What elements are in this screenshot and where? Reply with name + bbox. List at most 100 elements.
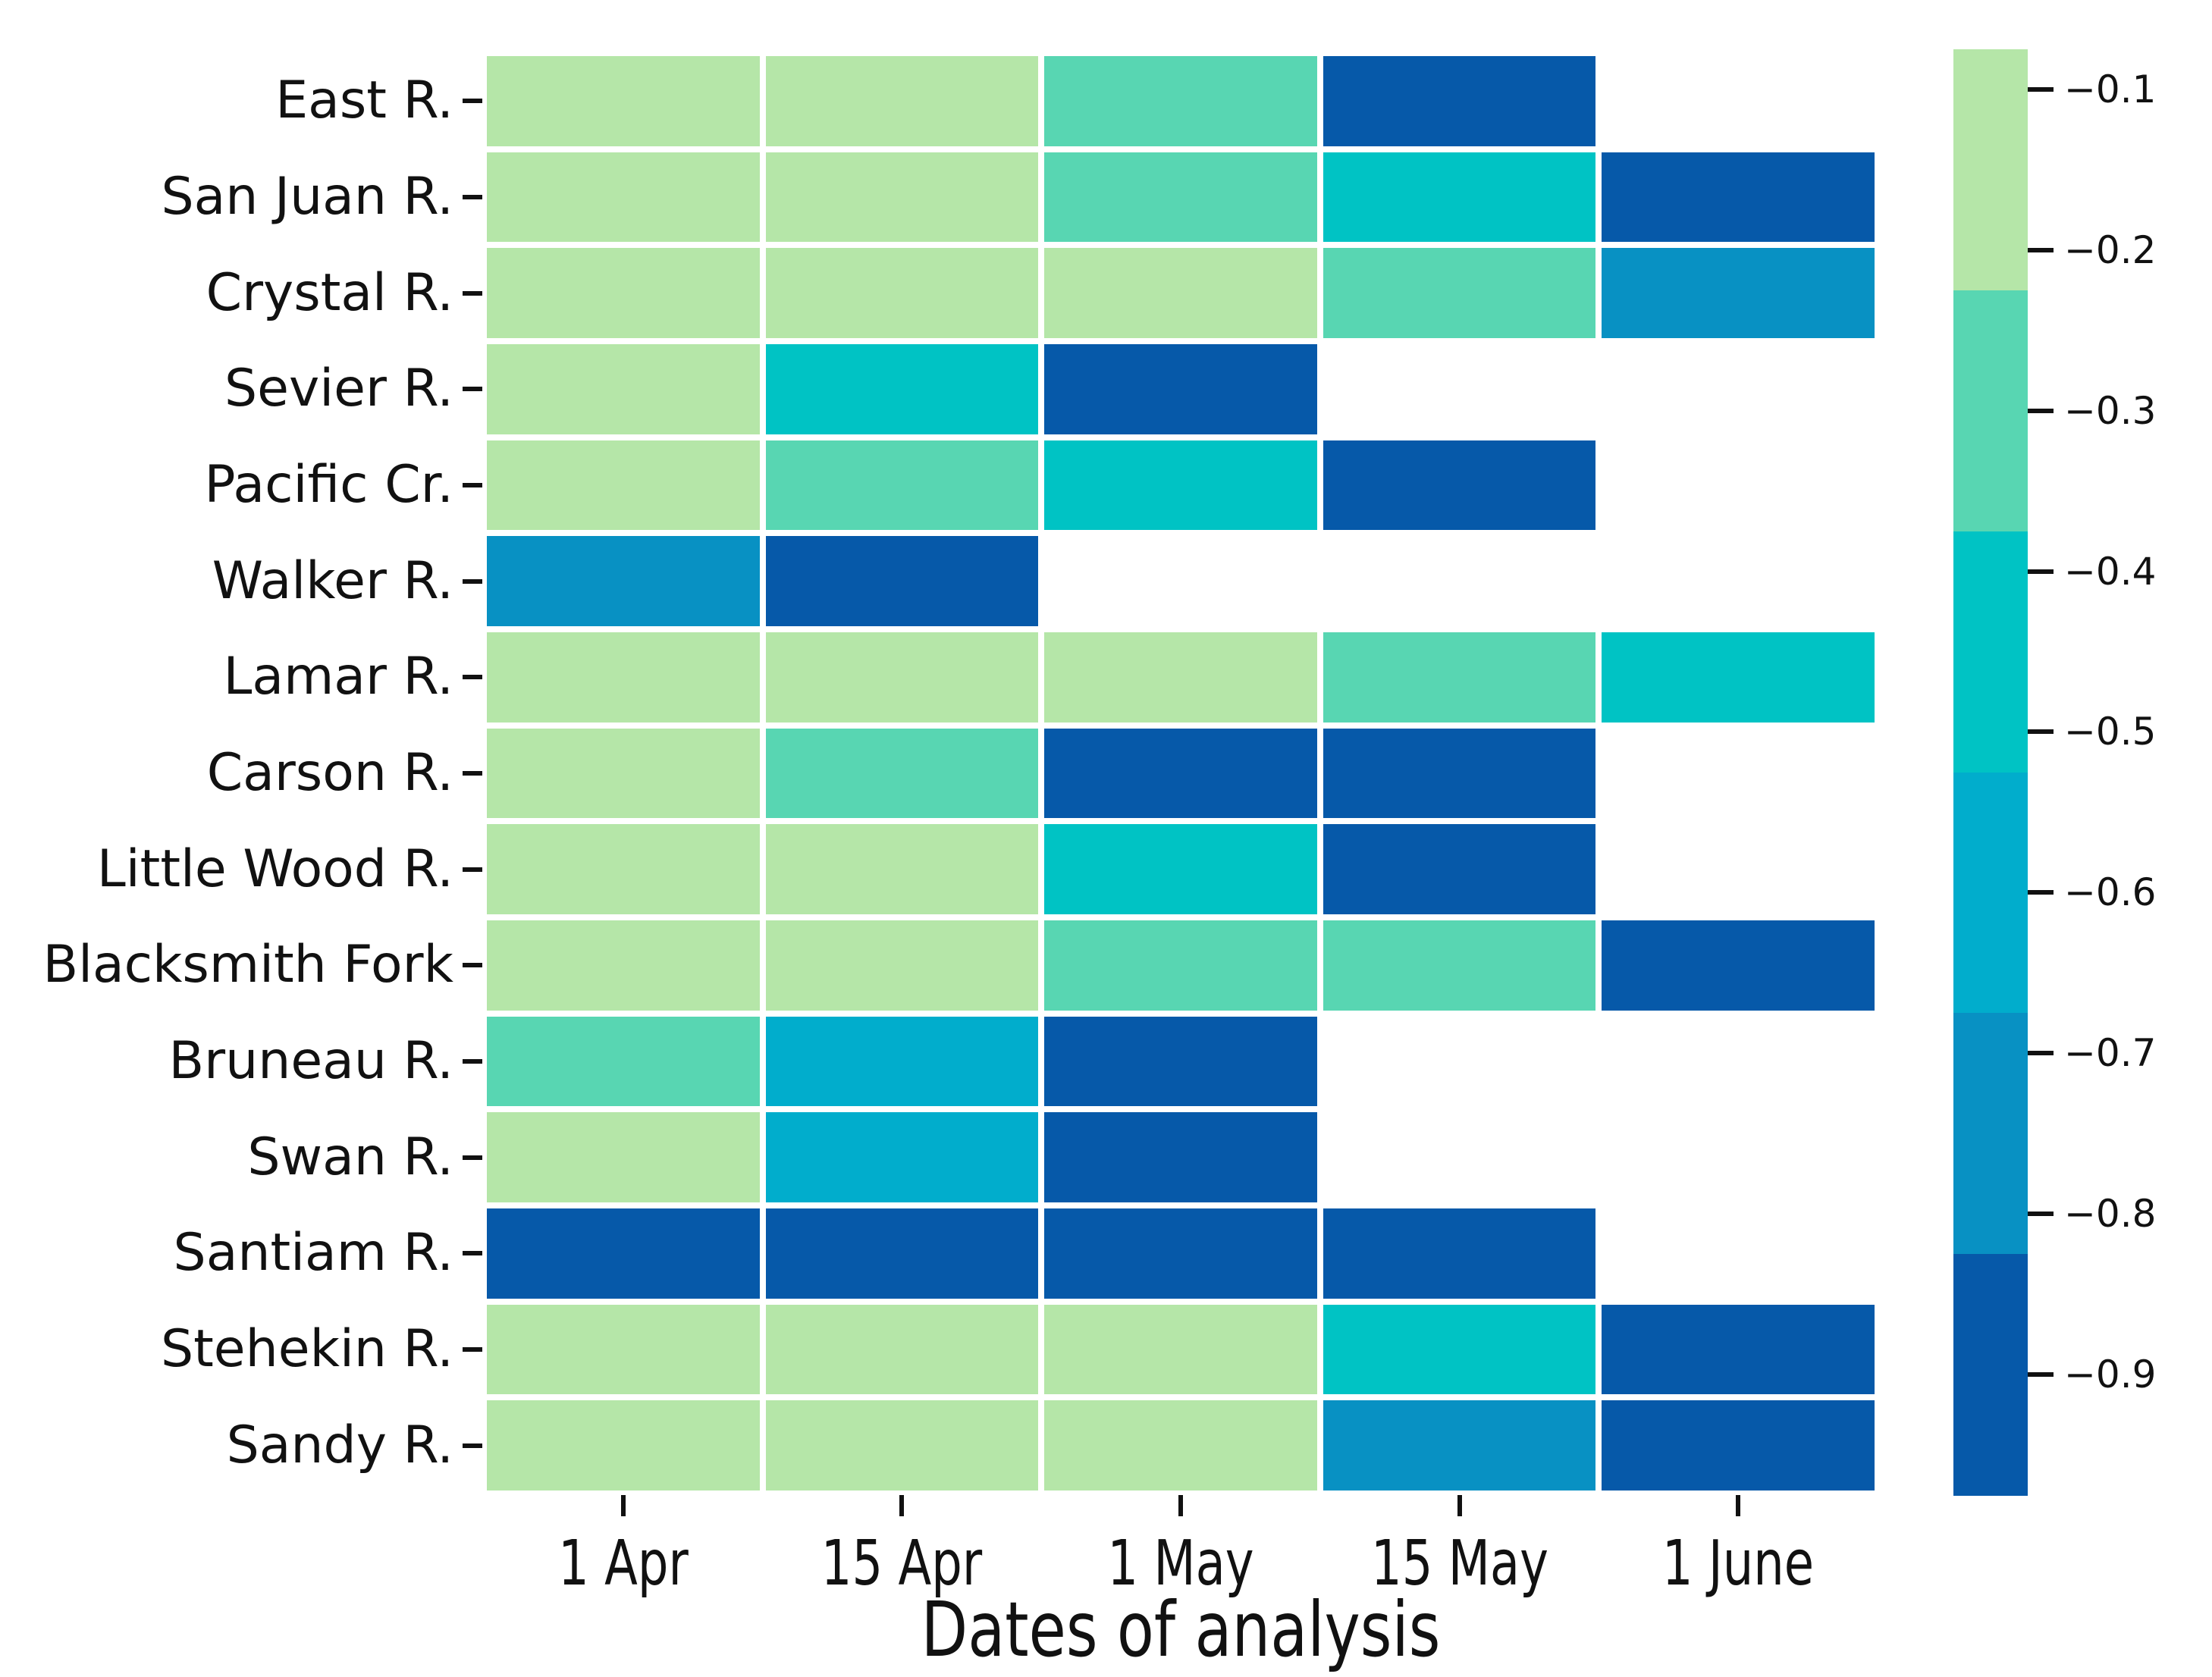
y-tick-label: Pacific Cr. xyxy=(204,455,453,515)
y-tick-mark xyxy=(463,195,482,199)
heatmap-cell xyxy=(1044,56,1317,146)
heatmap-cell xyxy=(1044,920,1317,1011)
heatmap-cell xyxy=(765,632,1039,723)
colorbar-tick-mark xyxy=(2028,1372,2054,1378)
heatmap-cell xyxy=(487,152,760,243)
heatmap-cell xyxy=(1044,1112,1317,1202)
colorbar-tick-mark xyxy=(2028,408,2054,413)
colorbar-segment xyxy=(1953,49,2028,291)
x-tick-label: 15 Apr xyxy=(821,1528,983,1600)
y-tick-mark xyxy=(463,578,482,584)
heatmap-cell xyxy=(487,824,760,914)
y-tick-label: Swan R. xyxy=(247,1127,453,1187)
colorbar-tick-mark xyxy=(2028,87,2054,92)
heatmap-cell xyxy=(765,344,1039,434)
y-tick-label: Santiam R. xyxy=(173,1223,453,1284)
colorbar-tick-label: −0.7 xyxy=(2064,1031,2157,1076)
colorbar-tick-label: −0.9 xyxy=(2064,1353,2157,1397)
heatmap-cell xyxy=(765,920,1039,1011)
heatmap-cell xyxy=(765,824,1039,914)
colorbar-tick-mark xyxy=(2028,729,2054,735)
heatmap-cell xyxy=(1044,824,1317,914)
colorbar-tick-label: −0.3 xyxy=(2064,388,2157,433)
heatmap-cell xyxy=(487,1112,760,1202)
y-tick-label: Sevier R. xyxy=(224,359,453,419)
y-tick-mark xyxy=(463,1155,482,1160)
colorbar-tick-label: −0.5 xyxy=(2064,710,2157,754)
heatmap-cell xyxy=(1602,248,1875,338)
heatmap-cell xyxy=(1322,1208,1596,1299)
heatmap-cell xyxy=(487,1016,760,1107)
y-tick-mark xyxy=(463,387,482,392)
heatmap-cell xyxy=(765,728,1039,819)
y-tick-label: San Juan R. xyxy=(161,167,453,227)
heatmap-cell xyxy=(1602,920,1875,1011)
colorbar-tick-mark xyxy=(2028,569,2054,574)
heatmap-cell xyxy=(487,1304,760,1395)
heatmap-cell xyxy=(1044,344,1317,434)
colorbar-segment xyxy=(1953,1013,2028,1255)
x-tick-mark xyxy=(620,1495,626,1516)
y-tick-label: Little Wood R. xyxy=(96,838,453,899)
y-tick-mark xyxy=(463,1059,482,1064)
colorbar-tick-mark xyxy=(2028,1212,2054,1217)
x-tick-label: 1 May xyxy=(1107,1528,1254,1600)
colorbar-tick-mark xyxy=(2028,247,2054,252)
heatmap-cell xyxy=(1602,1304,1875,1395)
colorbar-tick-label: −0.2 xyxy=(2064,227,2157,272)
heatmap-cell xyxy=(487,1400,760,1490)
y-tick-mark xyxy=(463,867,482,872)
x-tick-mark xyxy=(1178,1495,1183,1516)
colorbar-tick-label: −0.1 xyxy=(2064,67,2157,111)
y-tick-mark xyxy=(463,963,482,968)
heatmap-cell xyxy=(1322,248,1596,338)
y-tick-mark xyxy=(463,483,482,487)
heatmap-cell xyxy=(1044,1016,1317,1107)
x-tick-mark xyxy=(1736,1495,1741,1516)
y-tick-mark xyxy=(463,1443,482,1448)
y-tick-label: Carson R. xyxy=(206,743,453,803)
heatmap-cell xyxy=(487,728,760,819)
heatmap-cell xyxy=(765,1208,1039,1299)
y-tick-label: Lamar R. xyxy=(223,647,453,707)
x-tick-label: 1 Apr xyxy=(557,1528,689,1600)
heatmap-cell xyxy=(765,248,1039,338)
colorbar-tick-label: −0.4 xyxy=(2064,549,2157,594)
heatmap-cell xyxy=(487,344,760,434)
colorbar-segment xyxy=(1953,772,2028,1014)
x-tick-label: 1 June xyxy=(1662,1528,1815,1600)
colorbar-tick-mark xyxy=(2028,890,2054,895)
heatmap-cell xyxy=(487,56,760,146)
heatmap-cell xyxy=(765,536,1039,626)
colorbar-segment xyxy=(1953,290,2028,532)
heatmap-cell xyxy=(487,536,760,626)
y-tick-label: East R. xyxy=(275,71,453,131)
heatmap-cell xyxy=(1044,1208,1317,1299)
y-tick-label: Crystal R. xyxy=(206,262,453,323)
colorbar-tick-label: −0.8 xyxy=(2064,1192,2157,1237)
heatmap-cell xyxy=(1322,440,1596,531)
y-tick-mark xyxy=(463,290,482,296)
heatmap-cell xyxy=(1602,1400,1875,1490)
heatmap-cell xyxy=(1602,152,1875,243)
heatmap-cell xyxy=(1322,728,1596,819)
x-tick-mark xyxy=(899,1495,905,1516)
heatmap-cell xyxy=(1044,728,1317,819)
heatmap-cell xyxy=(765,152,1039,243)
heatmap-cell xyxy=(1044,1400,1317,1490)
heatmap-cell xyxy=(1044,152,1317,243)
heatmap-cell xyxy=(1044,248,1317,338)
heatmap-cell xyxy=(487,1208,760,1299)
colorbar-tick-label: −0.6 xyxy=(2064,870,2157,915)
heatmap-cell xyxy=(765,440,1039,531)
colorbar-tick-mark xyxy=(2028,1051,2054,1056)
y-tick-mark xyxy=(463,1347,482,1352)
y-tick-label: Sandy R. xyxy=(226,1415,453,1475)
heatmap-cell xyxy=(1322,824,1596,914)
heatmap-cell xyxy=(1322,1400,1596,1490)
heatmap-cell xyxy=(765,1400,1039,1490)
y-tick-label: Blacksmith Fork xyxy=(42,935,453,995)
y-tick-mark xyxy=(463,675,482,680)
y-tick-label: Walker R. xyxy=(212,550,453,611)
